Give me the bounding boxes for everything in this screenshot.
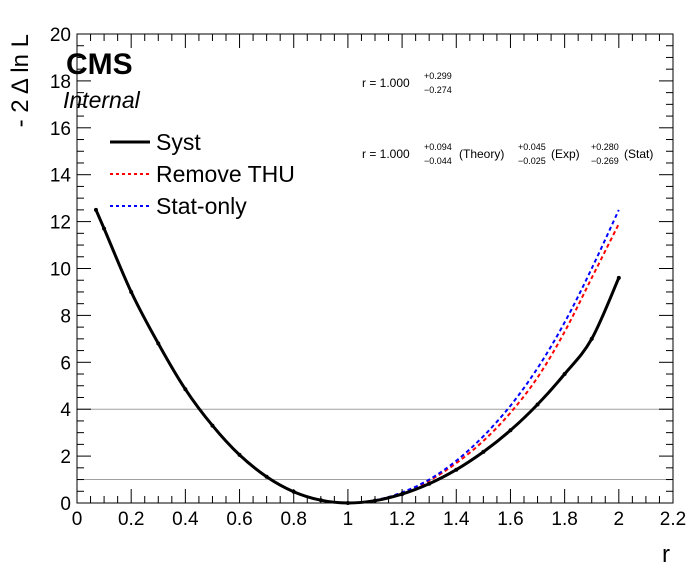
- annotation-breakdown-prefix: r = 1.000: [362, 147, 410, 161]
- series-point-syst: [210, 423, 215, 428]
- series-point-syst: [264, 474, 269, 479]
- series-point-syst: [454, 467, 459, 472]
- y-tick-label: 12: [50, 213, 71, 234]
- series-point-syst: [129, 289, 134, 294]
- annotation-exp-up: +0.045: [518, 142, 546, 152]
- y-tick-label: 8: [60, 306, 71, 327]
- series-point-syst: [481, 449, 486, 454]
- series-point-syst: [535, 402, 540, 407]
- annotation-theory-down: −0.044: [424, 156, 452, 166]
- y-tick-label: 6: [60, 353, 71, 374]
- series-point-syst: [427, 481, 432, 486]
- series-point-syst: [589, 336, 594, 341]
- annotation-total-prefix: r = 1.000: [362, 76, 410, 90]
- annotation-breakdown: r = 1.000 +0.094 −0.044 (Theory) +0.045 …: [362, 142, 653, 166]
- y-tick-label: 14: [50, 166, 72, 187]
- series-point-syst: [562, 372, 567, 377]
- x-axis-title: r: [662, 541, 670, 568]
- cms-label: CMS: [66, 48, 133, 81]
- series-point-syst: [102, 226, 107, 231]
- annotation-exp-down: −0.025: [518, 156, 546, 166]
- y-tick-label: 20: [50, 25, 71, 46]
- annotation-stat-label: (Stat): [624, 147, 653, 161]
- annotation-theory-label: (Theory): [459, 147, 504, 161]
- x-axis: 0 0.2 0.4 0.6 0.8 1 1.2 1.4 1.6 1.8 2 2.2: [72, 34, 686, 530]
- y-axis-title: - 2 Δ ln L: [7, 34, 34, 127]
- legend-label-remove-thu: Remove THU: [156, 161, 295, 187]
- y-tick-label: 4: [60, 400, 71, 421]
- annotation-stat-down: −0.269: [591, 156, 619, 166]
- series-point-syst: [183, 387, 188, 392]
- annotation-total-uncertainty: r = 1.000 +0.299 −0.274: [362, 71, 452, 95]
- legend-label-stat-only: Stat-only: [156, 193, 247, 219]
- annotation-theory-up: +0.094: [424, 142, 452, 152]
- x-tick-label: 2: [614, 509, 625, 530]
- annotation-exp-label: (Exp): [551, 147, 580, 161]
- y-axis: 0 2 4 6 8 10 12 14 16 18 20: [50, 25, 673, 515]
- legend-label-syst: Syst: [156, 129, 201, 155]
- internal-label: Internal: [63, 87, 141, 113]
- series-point-syst: [237, 452, 242, 457]
- x-tick-label: 1.8: [551, 509, 577, 530]
- annotation-total-down: −0.274: [424, 85, 452, 95]
- y-tick-label: 18: [50, 72, 71, 93]
- x-tick-label: 1.6: [497, 509, 523, 530]
- x-tick-label: 0: [72, 509, 83, 530]
- x-tick-label: 1.2: [389, 509, 415, 530]
- x-tick-label: 2.2: [660, 509, 686, 530]
- series-point-syst: [616, 275, 621, 280]
- x-tick-label: 0.6: [226, 509, 252, 530]
- x-tick-label: 1.4: [443, 509, 470, 530]
- y-tick-label: 2: [60, 447, 71, 468]
- series-point-syst: [93, 207, 98, 212]
- x-tick-label: 0.2: [118, 509, 144, 530]
- x-tick-label: 0.4: [172, 509, 199, 530]
- x-tick-label: 1: [343, 509, 354, 530]
- series-point-syst: [156, 341, 161, 346]
- reference-lines: [77, 408, 673, 481]
- y-tick-label: 16: [50, 119, 71, 140]
- annotation-total-up: +0.299: [424, 71, 452, 81]
- series-point-syst: [508, 428, 513, 433]
- annotation-stat-up: +0.280: [591, 142, 619, 152]
- y-tick-label: 0: [60, 494, 71, 515]
- x-tick-label: 0.8: [281, 509, 307, 530]
- y-tick-label: 10: [50, 260, 71, 281]
- legend: Syst Remove THU Stat-only: [110, 129, 295, 219]
